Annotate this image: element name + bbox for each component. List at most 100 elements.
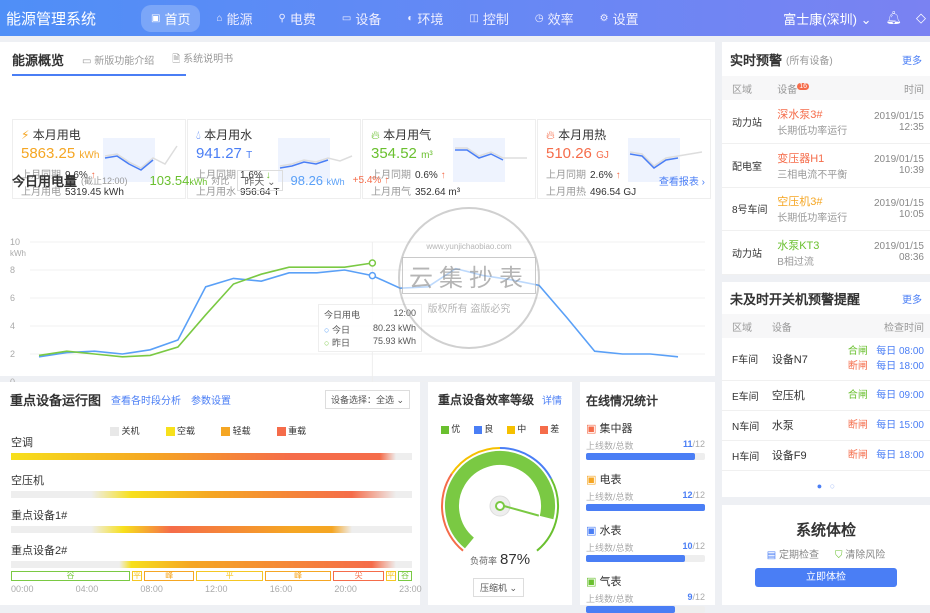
- nav-item-7[interactable]: ⚙ 设置: [590, 5, 649, 32]
- switch-device: 设备N7: [771, 338, 821, 381]
- nav-item-2[interactable]: ⚲ 电费: [269, 5, 326, 32]
- device-run-bar[interactable]: [11, 526, 412, 533]
- page-dot-2[interactable]: ○: [829, 481, 836, 491]
- manual-label: 系统说明书: [183, 53, 234, 65]
- water-drop-icon: 💧︎: [196, 128, 201, 142]
- switch-state: 合闸: [847, 345, 868, 357]
- y-tick-label: 2: [10, 349, 15, 359]
- environment-icon: ◐: [407, 12, 414, 24]
- view-report-link[interactable]: 查看报表 ›: [658, 177, 705, 188]
- page-dot-1[interactable]: ●: [816, 481, 823, 491]
- nav-item-0[interactable]: ▣ 首页: [141, 4, 201, 32]
- card-title: 本月用电: [32, 128, 81, 142]
- gauge-center: [495, 501, 505, 511]
- device-run-row: 空压机: [11, 469, 412, 504]
- energy-card-1[interactable]: 💧︎ 本月用水 941.27 T 上月同期 1.6% ↓ 上月用水 956.64 T: [187, 119, 361, 199]
- nav-item-6[interactable]: ◷ 效率: [525, 5, 584, 32]
- alert-device: 水泵KT3: [777, 239, 820, 252]
- alert-time: 10:39: [898, 165, 924, 177]
- card-last: 上月用水 956.64 T: [196, 187, 280, 198]
- device-run-bar[interactable]: [11, 561, 412, 568]
- home-icon: ▣: [151, 12, 161, 24]
- switch-state: 断闸: [847, 360, 868, 372]
- device-run-bar[interactable]: [11, 453, 412, 460]
- energy-card-2[interactable]: 🔥︎ 本月用气 354.52 m³ 上月同期 0.6% ↑ 上月用气 352.64 …: [362, 119, 536, 199]
- company-select[interactable]: 富士康(深圳) ⌄: [783, 11, 872, 27]
- load-rate: 负荷率 87%: [469, 551, 531, 568]
- alert-area: 动力站: [722, 100, 778, 144]
- device-name: 空调: [11, 437, 33, 449]
- device-run-panel: 重点设备运行图 查看各时段分析 参数设置 设备选择：全选 ⌄ 关机 空载 轻载 …: [0, 382, 422, 605]
- card-sparkline: [278, 138, 353, 182]
- trend-up-icon: ↑: [440, 170, 446, 181]
- switch-row[interactable]: N车间 水泵 断闸 每日 15:00: [722, 410, 930, 441]
- alert-row[interactable]: 动力站 深水泵3# 长期低功率运行 2019/01/15 12:35: [722, 100, 930, 144]
- switch-row[interactable]: F车间 设备N7 合闸 每日 08:00 断闸 每日 18:00: [722, 338, 930, 381]
- energy-card-0[interactable]: ⚡ 本月用电 5863.25 kWh 上月同期 9.6% ↑ 上月用电 5319.4…: [12, 119, 186, 199]
- alert-time: 12:35: [898, 121, 924, 133]
- nav-item-1[interactable]: ⌂ 能源: [206, 5, 262, 32]
- alert-date: 2019/01/15: [873, 197, 924, 209]
- theme-icon[interactable]: ◇: [916, 10, 926, 25]
- compare-select[interactable]: 昨天 ⌄: [237, 170, 283, 191]
- bell-icon[interactable]: 🔔︎: [885, 10, 902, 25]
- switch-row[interactable]: H车间 设备F9 断闸 每日 18:00: [722, 440, 930, 471]
- switch-more-link[interactable]: 更多: [902, 294, 922, 306]
- chart-tooltip: 今日用电 12:00 ○ 今日 80.23 kWh ○ 昨日 75.93 kWh: [318, 304, 422, 352]
- alert-desc: B相过流: [777, 256, 814, 268]
- run-legend-item: 重载: [276, 424, 306, 437]
- nav-label: 电费: [289, 11, 316, 27]
- switch-state: 合闸: [847, 389, 868, 401]
- alert-row[interactable]: 8号车间 空压机3# 长期低功率运行 2019/01/15 10:05: [722, 187, 930, 231]
- y-tick-label: 8: [10, 265, 15, 275]
- alert-time: 10:05: [898, 208, 924, 220]
- efficiency-detail-link[interactable]: 详情: [542, 395, 562, 407]
- card-sparkline: [103, 138, 178, 182]
- alerts-more-link[interactable]: 更多: [902, 55, 922, 67]
- feature-intro-link[interactable]: ▭ 新版功能介绍: [82, 55, 155, 67]
- switch-row[interactable]: E车间 空压机 合闸 每日 09:00: [722, 380, 930, 411]
- device-name: 空压机: [11, 475, 44, 487]
- meter-icon: ▣: [586, 474, 597, 486]
- alert-row[interactable]: 动力站 水泵KT3 B相过流 2019/01/15 08:36: [722, 230, 930, 275]
- run-x-tick: 12:00: [205, 584, 228, 594]
- alert-row[interactable]: 配电室 变压器H1 三相电流不平衡 2019/01/15 10:39: [722, 143, 930, 188]
- nav-item-4[interactable]: ◐ 环境: [397, 5, 453, 32]
- card-sparkline: [453, 138, 527, 182]
- device-name: 重点设备2#: [11, 545, 68, 557]
- start-checkup-button[interactable]: 立即体检: [755, 568, 897, 587]
- nav-label: 能源: [226, 11, 253, 27]
- tariff-period: 平: [385, 571, 396, 581]
- nav-item-3[interactable]: ▭ 设备: [332, 5, 391, 32]
- main-nav: ▣ 首页 ⌂ 能源 ⚲ 电费 ▭ 设备 ◐ 环境 ◫ 控制 ◷ 效率 ⚙ 设置: [141, 4, 649, 32]
- tariff-period: 平: [196, 571, 263, 581]
- alert-date: 2019/01/15: [873, 241, 924, 253]
- data-point: [368, 271, 377, 280]
- pagination-dots: ● ○: [722, 481, 930, 491]
- switch-header: 区域 设备 检查时间: [722, 314, 930, 338]
- device-select[interactable]: 设备选择：全选 ⌄: [324, 389, 410, 409]
- device-run-bar[interactable]: [11, 491, 412, 498]
- tariff-period: 峰: [264, 571, 332, 581]
- alert-count-badge: 16: [797, 83, 810, 91]
- equipment-select[interactable]: 压缩机 ⌄: [473, 578, 525, 597]
- nav-label: 效率: [547, 11, 574, 27]
- period-analysis-link[interactable]: 查看各时段分析: [111, 395, 182, 407]
- switch-area: H车间: [722, 440, 772, 471]
- gauge-band-good: [499, 447, 552, 480]
- alert-desc: 长期低功率运行: [777, 126, 848, 137]
- alerts-header: 区域 设备 16 时间: [722, 76, 930, 100]
- nav-label: 设置: [612, 11, 639, 27]
- nav-item-5[interactable]: ◫ 控制: [459, 5, 518, 32]
- run-x-tick: 04:00: [75, 584, 99, 594]
- series-line-1: [38, 262, 373, 358]
- efficiency-legend-item: 中: [506, 422, 526, 435]
- y-tick-label: 4: [10, 321, 15, 331]
- gauge-value-arc: [445, 451, 555, 549]
- shield-check-icon: ⛉: [834, 550, 843, 561]
- load-gauge: [441, 447, 559, 552]
- energy-card-3[interactable]: 🔥︎ 本月用热 510.26 GJ 上月同期 2.6% ↑ 上月用热 496.54 …: [537, 119, 711, 199]
- compare-label: 对比: [211, 176, 230, 186]
- manual-link[interactable]: 🗎︎ 系统说明书: [172, 53, 234, 65]
- param-settings-link[interactable]: 参数设置: [191, 395, 232, 407]
